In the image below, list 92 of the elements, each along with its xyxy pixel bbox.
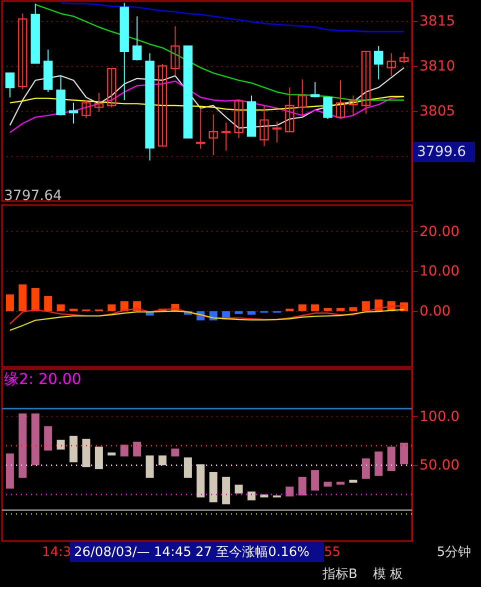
bar: [184, 457, 192, 478]
candlestick: [18, 13, 28, 90]
text: 3799.6: [417, 144, 466, 160]
candlestick: [285, 86, 294, 132]
bar: [171, 448, 180, 456]
text: 5分钟: [436, 545, 472, 560]
candlestick: [234, 100, 244, 138]
candlestick: [310, 82, 320, 98]
candlestick: [107, 68, 116, 108]
candlestick: [94, 92, 104, 112]
candlestick: [221, 122, 231, 152]
bar: [400, 442, 408, 464]
candlestick: [348, 95, 358, 116]
candlestick: [5, 72, 15, 98]
bar: [362, 458, 370, 479]
bar: [311, 470, 320, 491]
bar: [336, 308, 344, 312]
annotation: 3797.64: [4, 188, 62, 204]
bar: [31, 413, 40, 466]
bar: [70, 436, 78, 462]
bar: [82, 438, 90, 468]
bar: [298, 304, 306, 312]
candlestick: [68, 102, 78, 124]
bar: [387, 446, 396, 472]
bar: [260, 494, 268, 498]
candlestick: [361, 50, 371, 114]
bar: [349, 307, 358, 312]
bar: [158, 455, 167, 466]
candlestick: [336, 80, 346, 118]
y-tick-label: 20.00: [420, 224, 460, 240]
candlestick: [132, 16, 142, 61]
bar: [18, 284, 27, 312]
bar: [286, 308, 294, 312]
y-tick-label: 3805: [420, 103, 456, 120]
bar: [247, 492, 256, 500]
candlestick: [158, 64, 168, 147]
bar: [133, 442, 142, 456]
text: 模 板: [372, 567, 404, 582]
bar: [374, 452, 383, 476]
bar: [196, 464, 205, 498]
bar: [234, 311, 243, 314]
text: 26/08/03/— 14:45 27 至今涨幅0.16%: [74, 545, 310, 560]
bar: [44, 426, 52, 451]
line-series: [9, 304, 405, 325]
bar: [324, 482, 332, 487]
bar: [31, 288, 40, 312]
line-series: [9, 308, 405, 331]
line-series: [60, 2, 405, 32]
candlestick: [170, 26, 180, 76]
bar: [70, 308, 78, 312]
y-tick-label: 100.0: [420, 408, 460, 425]
bar: [247, 311, 256, 315]
bar: [94, 446, 103, 470]
candlestick: [196, 108, 206, 150]
bar: [56, 440, 65, 450]
y-tick-label: 50.00: [420, 458, 460, 474]
bar: [222, 476, 230, 504]
bar: [6, 453, 14, 489]
candlestick: [298, 78, 307, 116]
text: 55: [324, 545, 341, 560]
bar: [18, 413, 27, 478]
bar: [120, 444, 128, 456]
bar: [311, 304, 320, 312]
bar: [209, 472, 218, 502]
candlestick: [82, 100, 91, 119]
bar: [108, 304, 116, 312]
bar: [6, 294, 14, 312]
candlestick: [272, 121, 282, 143]
y-tick-label: 3815: [420, 13, 456, 30]
bar: [146, 455, 154, 478]
line-series: [9, 80, 405, 134]
bar: [362, 301, 370, 312]
bar: [324, 308, 332, 312]
y-tick-label: 10.00: [420, 264, 460, 280]
candlestick: [374, 46, 384, 80]
annotation: 缘2: 20.00: [4, 370, 82, 388]
candlestick: [260, 105, 269, 147]
bar: [56, 304, 65, 312]
bar: [234, 484, 243, 494]
bar: [349, 480, 358, 483]
candlestick: [386, 52, 396, 76]
y-tick-label: 0.00: [420, 304, 451, 320]
bar: [286, 486, 294, 496]
candlestick: [399, 52, 409, 64]
candlestick: [323, 96, 332, 120]
bar: [298, 476, 306, 496]
y-tick-label: 3810: [420, 58, 456, 74]
bar: [108, 452, 116, 456]
candlestick: [208, 114, 218, 156]
text: 14:3: [42, 545, 72, 560]
bar: [44, 296, 52, 312]
text: 指标B: [322, 567, 358, 582]
